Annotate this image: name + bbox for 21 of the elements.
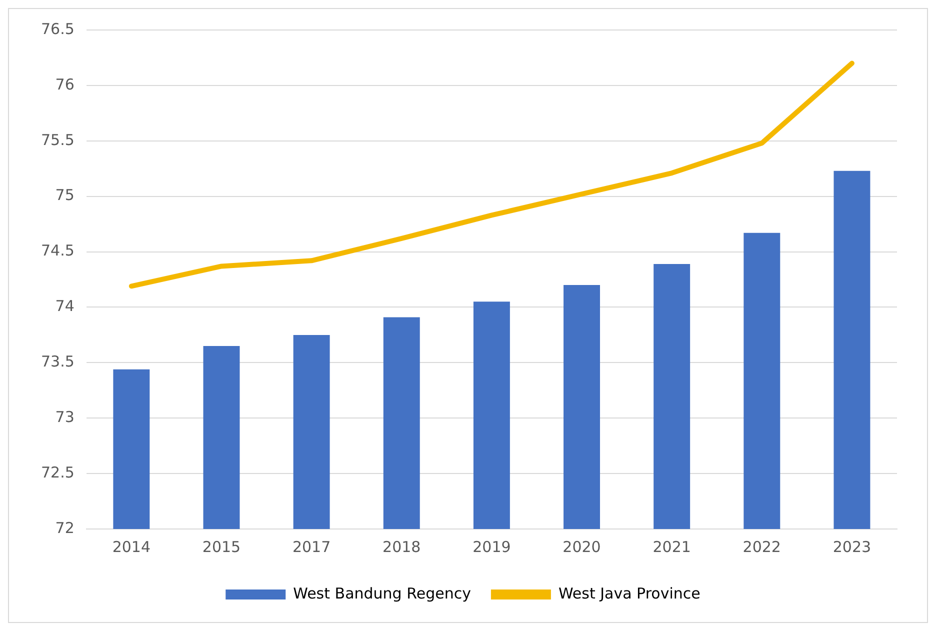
x-tick-label: 2020 [562, 538, 601, 556]
y-tick-label: 72.5 [40, 463, 74, 482]
y-tick-label: 76.5 [40, 20, 74, 38]
x-tick-label: 2017 [292, 538, 331, 556]
legend-label: West Java Province [558, 584, 700, 602]
x-tick-label: 2014 [112, 538, 151, 556]
x-tick-label: 2022 [742, 538, 781, 556]
y-tick-label: 72 [55, 518, 74, 537]
x-tick-label: 2021 [652, 538, 691, 556]
y-tick-label: 75 [55, 186, 74, 204]
y-tick-label: 75.5 [40, 130, 74, 149]
x-tick-label: 2018 [382, 538, 421, 556]
y-tick-label: 73.5 [40, 352, 74, 371]
x-tick-label: 2019 [472, 538, 511, 556]
y-tick-label: 73 [55, 408, 74, 426]
y-tick-label: 74.5 [40, 242, 74, 260]
y-tick-label: 74 [55, 297, 74, 316]
x-tick-label: 2023 [832, 538, 872, 556]
y-tick-label: 76 [55, 75, 74, 94]
x-tick-label: 2015 [202, 538, 241, 556]
legend-label: West Bandung Regency [293, 584, 472, 602]
